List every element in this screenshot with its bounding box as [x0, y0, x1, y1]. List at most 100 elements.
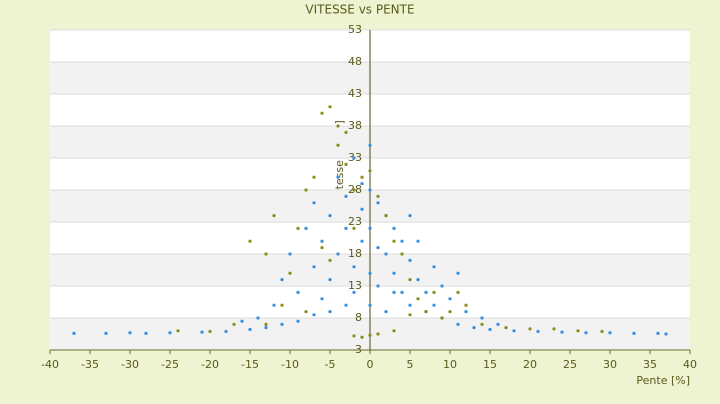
point	[408, 303, 412, 307]
point	[328, 278, 332, 282]
point	[280, 303, 284, 307]
point	[168, 331, 172, 335]
point	[480, 316, 484, 320]
point	[584, 331, 588, 335]
point	[432, 265, 436, 269]
chart-title: VITESSE vs PENTE	[305, 3, 414, 17]
point	[416, 239, 420, 243]
point	[528, 327, 532, 331]
point	[536, 329, 540, 334]
point	[376, 284, 380, 288]
x-tick-label: 0	[367, 358, 374, 371]
point	[328, 105, 332, 109]
point	[312, 265, 316, 269]
point	[352, 290, 356, 294]
point	[352, 265, 356, 269]
point	[448, 310, 452, 314]
point	[368, 303, 372, 307]
point	[352, 226, 356, 230]
point	[248, 239, 252, 243]
point	[264, 252, 268, 256]
point	[560, 330, 564, 334]
point	[552, 327, 556, 331]
x-tick-label: -30	[121, 358, 139, 371]
point	[440, 316, 444, 320]
point	[336, 143, 340, 147]
point	[400, 290, 404, 294]
x-tick-label: -10	[281, 358, 299, 371]
point	[272, 303, 276, 307]
y-tick-label: 8	[355, 311, 362, 324]
point	[200, 330, 204, 334]
point	[344, 194, 348, 198]
point	[608, 331, 612, 335]
x-tick-label: 20	[523, 358, 537, 371]
point	[352, 334, 356, 338]
point	[360, 239, 364, 243]
point	[304, 188, 308, 192]
point	[440, 284, 444, 288]
point	[288, 271, 292, 275]
y-tick-label: 13	[348, 279, 362, 292]
x-axis-label: Pente [%]	[636, 374, 690, 387]
y-tick-label: 48	[348, 55, 362, 68]
point	[320, 246, 324, 250]
point	[504, 326, 508, 330]
point	[512, 329, 516, 333]
point	[376, 246, 380, 250]
point	[408, 313, 412, 317]
point	[296, 290, 300, 294]
point	[416, 297, 420, 301]
point	[232, 322, 236, 326]
point	[384, 214, 388, 218]
point	[208, 329, 212, 334]
point	[368, 271, 372, 275]
point	[312, 175, 316, 179]
x-tick-label: 40	[683, 358, 697, 371]
point	[296, 319, 300, 323]
point	[456, 322, 460, 326]
point	[272, 214, 276, 218]
y-tick-label: 38	[348, 119, 362, 132]
point	[328, 214, 332, 218]
point	[264, 326, 268, 330]
point	[280, 322, 284, 326]
point	[368, 333, 372, 337]
point	[360, 335, 364, 339]
y-tick-label: 18	[348, 247, 362, 260]
point	[368, 169, 372, 173]
point	[248, 327, 252, 332]
point	[312, 313, 316, 317]
point	[656, 331, 660, 335]
point	[576, 329, 580, 333]
point	[464, 303, 468, 307]
point	[632, 331, 636, 335]
point	[416, 278, 420, 282]
point	[128, 331, 132, 335]
point	[328, 258, 332, 262]
point	[464, 310, 468, 314]
point	[336, 175, 340, 179]
point	[296, 226, 300, 230]
x-tick-label: 15	[483, 358, 497, 371]
point	[344, 130, 348, 134]
point	[400, 252, 404, 256]
point	[360, 175, 364, 179]
point	[264, 322, 268, 326]
x-tick-label: -40	[41, 358, 59, 371]
point	[104, 331, 108, 335]
point	[392, 290, 396, 294]
x-tick-label: 35	[643, 358, 657, 371]
x-tick-label: -20	[201, 358, 219, 371]
y-tick-label: 53	[348, 23, 362, 36]
point	[488, 327, 492, 332]
point	[472, 326, 476, 330]
point	[176, 329, 180, 333]
y-tick-label: 23	[348, 215, 362, 228]
point	[320, 297, 324, 301]
point	[224, 329, 228, 334]
point	[392, 239, 396, 243]
point	[344, 303, 348, 307]
point	[368, 226, 372, 230]
point	[376, 194, 380, 198]
